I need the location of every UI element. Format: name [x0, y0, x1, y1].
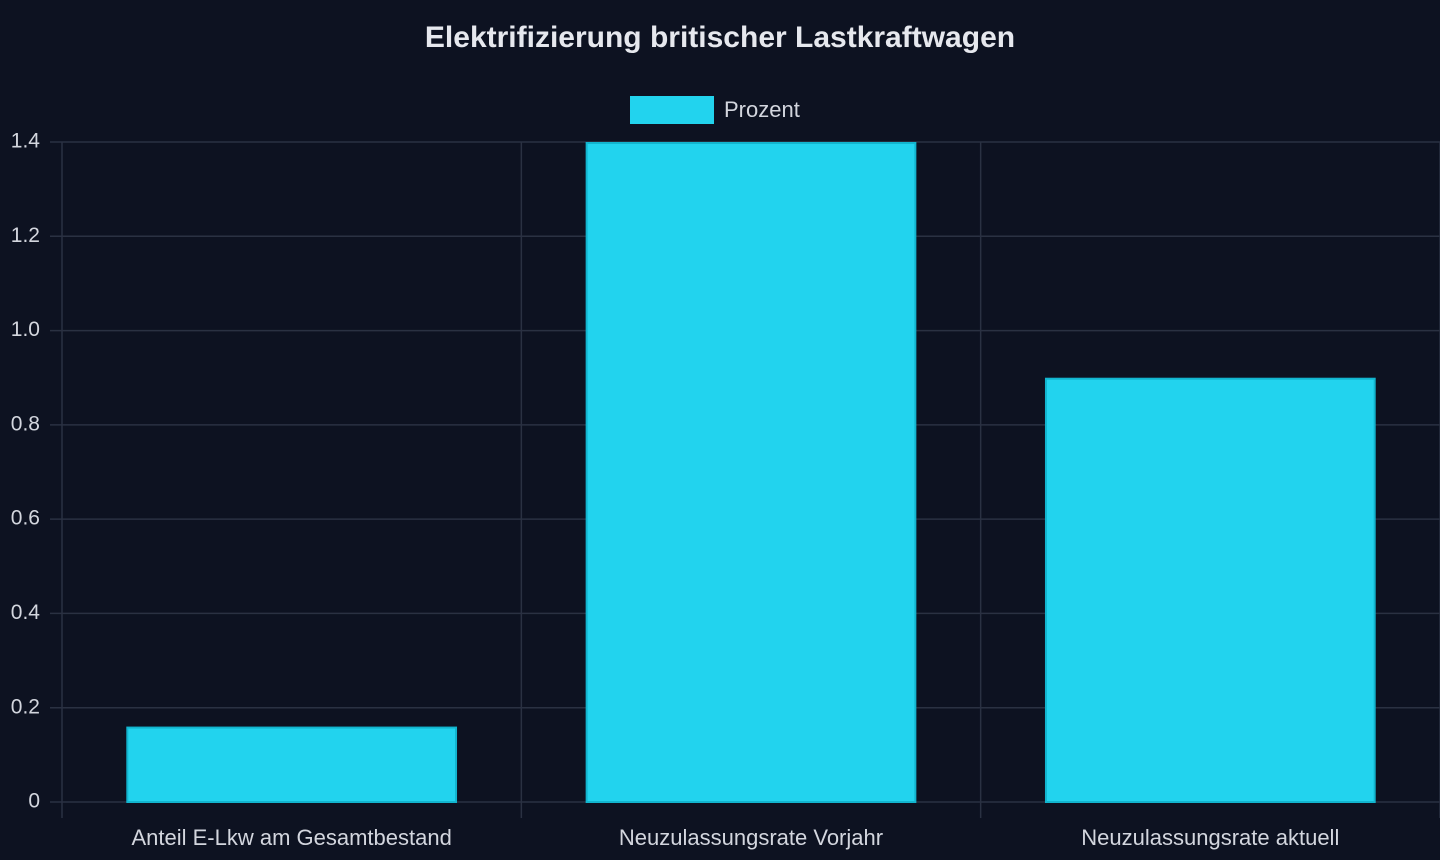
chart-title: Elektrifizierung britischer Lastkraftwag… — [425, 21, 1015, 54]
y-tick-label: 0.4 — [11, 601, 41, 624]
legend-label: Prozent — [724, 97, 800, 122]
bar — [585, 142, 917, 803]
y-tick-label: 1.2 — [11, 224, 40, 247]
legend-swatch — [630, 96, 714, 124]
y-tick-label: 0.6 — [11, 507, 40, 530]
bar — [126, 726, 458, 803]
y-tick-label: 0.2 — [11, 695, 40, 718]
x-tick-label: Anteil E-Lkw am Gesamtbestand — [131, 825, 451, 850]
y-tick-label: 0 — [28, 790, 40, 813]
bar — [1044, 377, 1376, 803]
y-tick-label: 1.0 — [11, 318, 40, 341]
y-tick-label: 1.4 — [11, 130, 41, 153]
y-tick-label: 0.8 — [11, 412, 40, 435]
x-tick-label: Neuzulassungsrate aktuell — [1081, 825, 1339, 850]
x-tick-label: Neuzulassungsrate Vorjahr — [619, 825, 883, 850]
